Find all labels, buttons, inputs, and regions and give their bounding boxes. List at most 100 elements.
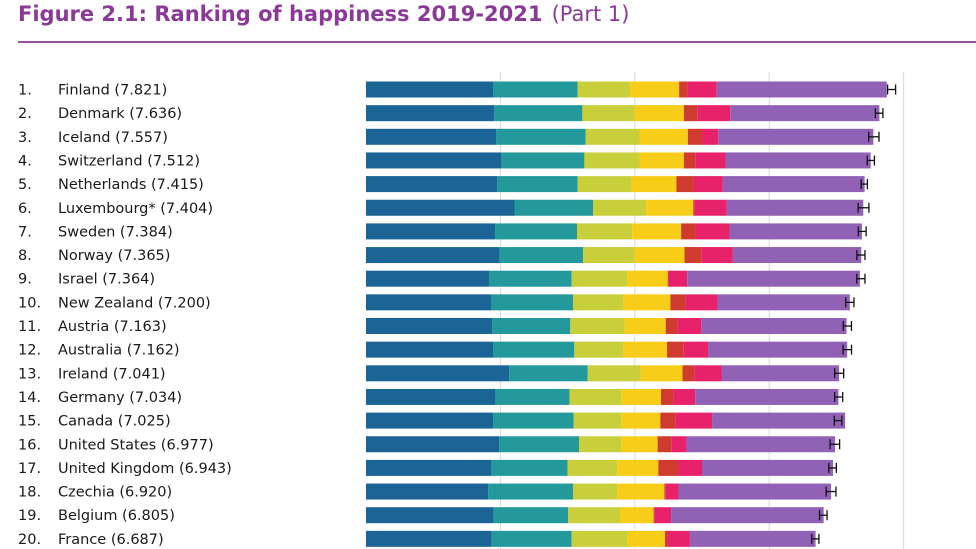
bar-segment <box>577 176 632 193</box>
country-label: Israel (7.364) <box>58 272 155 288</box>
bar-segment <box>569 388 622 405</box>
bar-row: 7. Sweden (7.384) <box>18 223 867 240</box>
bar-segment <box>491 530 572 547</box>
bar-segment <box>624 318 666 334</box>
rank-label: 4. <box>18 153 32 169</box>
bar-segment <box>488 483 573 500</box>
bar-segment <box>593 199 647 216</box>
bar-segment <box>732 247 862 264</box>
rank-label: 1. <box>18 83 32 99</box>
bar-segment <box>499 436 580 453</box>
bar-segment <box>514 199 594 216</box>
bar-segment <box>627 530 666 547</box>
country-label: United Kingdom (6.943) <box>58 461 232 477</box>
bar-segment <box>493 341 575 358</box>
bar-segment <box>678 483 832 500</box>
bar-segment <box>702 459 834 476</box>
bar-segment <box>697 105 731 122</box>
bar-segment <box>694 199 727 216</box>
bar-segment <box>726 199 864 216</box>
rank-label: 20. <box>18 532 41 548</box>
bar-segment <box>493 507 569 524</box>
bar-row: 15. Canada (7.025) <box>18 412 846 430</box>
bar-segment <box>621 436 658 453</box>
bar-segment <box>493 81 578 98</box>
bar-segment <box>657 436 672 453</box>
country-label: Luxembourg* (7.404) <box>58 201 213 217</box>
bar-segment <box>568 507 621 524</box>
bar-segment <box>673 388 696 405</box>
bar-segment <box>653 507 655 524</box>
rank-label: 16. <box>18 437 41 453</box>
bar-segment <box>725 152 871 169</box>
bar-segment <box>686 436 836 453</box>
bar-row: 13. Ireland (7.041) <box>18 365 845 382</box>
bar-segment <box>366 176 498 193</box>
bar-row: 4. Switzerland (7.512) <box>18 152 876 169</box>
country-label: Switzerland (7.512) <box>58 153 200 169</box>
rank-label: 13. <box>18 366 41 382</box>
bar-row: 6. Luxembourg* (7.404) <box>18 199 870 217</box>
bar-segment <box>708 341 848 358</box>
bar-segment <box>632 223 682 240</box>
rank-label: 10. <box>18 295 41 311</box>
rank-label: 9. <box>18 272 32 288</box>
bar-segment <box>667 270 669 287</box>
bar-segment <box>687 81 717 98</box>
rank-label: 8. <box>18 248 32 264</box>
bar-row: 11. Austria (7.163) <box>18 318 853 335</box>
bar-segment <box>621 388 662 405</box>
bar-segment <box>366 436 500 453</box>
title-divider <box>18 41 976 43</box>
bar-segment <box>639 128 688 145</box>
bar-row: 10. New Zealand (7.200) <box>18 294 855 311</box>
bar-segment <box>492 318 571 334</box>
bar-segment <box>634 105 684 122</box>
bar-segment <box>366 294 491 311</box>
bar-segment <box>718 128 874 145</box>
country-label: Norway (7.365) <box>58 248 170 264</box>
bar-segment <box>665 483 679 500</box>
bar-segment <box>573 412 622 429</box>
bar-segment <box>366 507 494 524</box>
bar-segment <box>567 459 618 476</box>
bar-segment <box>717 294 850 311</box>
bar-segment <box>665 318 678 334</box>
bar-segment <box>687 270 860 287</box>
bar-segment <box>493 412 574 429</box>
bar-segment <box>577 223 633 240</box>
country-label: Finland (7.821) <box>58 83 167 99</box>
bar-segment <box>679 81 688 98</box>
rank-label: 6. <box>18 201 32 217</box>
bar-segment <box>671 436 687 453</box>
bar-segment <box>689 530 816 547</box>
bar-segment <box>366 459 491 476</box>
country-label: United States (6.977) <box>58 437 214 453</box>
rank-label: 18. <box>18 485 41 501</box>
country-label: France (6.687) <box>58 532 164 548</box>
bar-segment <box>722 176 865 193</box>
bar-segment <box>676 176 694 193</box>
bar-segment <box>621 412 661 429</box>
rank-label: 3. <box>18 130 32 146</box>
bar-row: 1. Finland (7.821) <box>18 81 897 99</box>
rank-label: 5. <box>18 177 32 193</box>
bar-segment <box>366 388 496 405</box>
bar-segment <box>366 530 492 547</box>
bar-segment <box>712 412 846 429</box>
country-label: Sweden (7.384) <box>58 224 173 240</box>
bar-segment <box>683 105 698 122</box>
bar-segment <box>677 318 702 334</box>
bar-segment <box>701 247 733 264</box>
bar-row: 2. Denmark (7.636) <box>18 105 884 122</box>
rank-label: 11. <box>18 319 41 335</box>
bar-segment <box>501 152 585 169</box>
bar-row: 5. Netherlands (7.415) <box>18 176 869 193</box>
bar-segment <box>665 530 668 547</box>
bar-segment <box>490 459 568 476</box>
bar-segment <box>366 412 494 429</box>
country-label: Czechia (6.920) <box>58 485 172 501</box>
bar-segment <box>675 412 713 429</box>
bar-segment <box>366 318 493 334</box>
bar-segment <box>617 483 665 500</box>
